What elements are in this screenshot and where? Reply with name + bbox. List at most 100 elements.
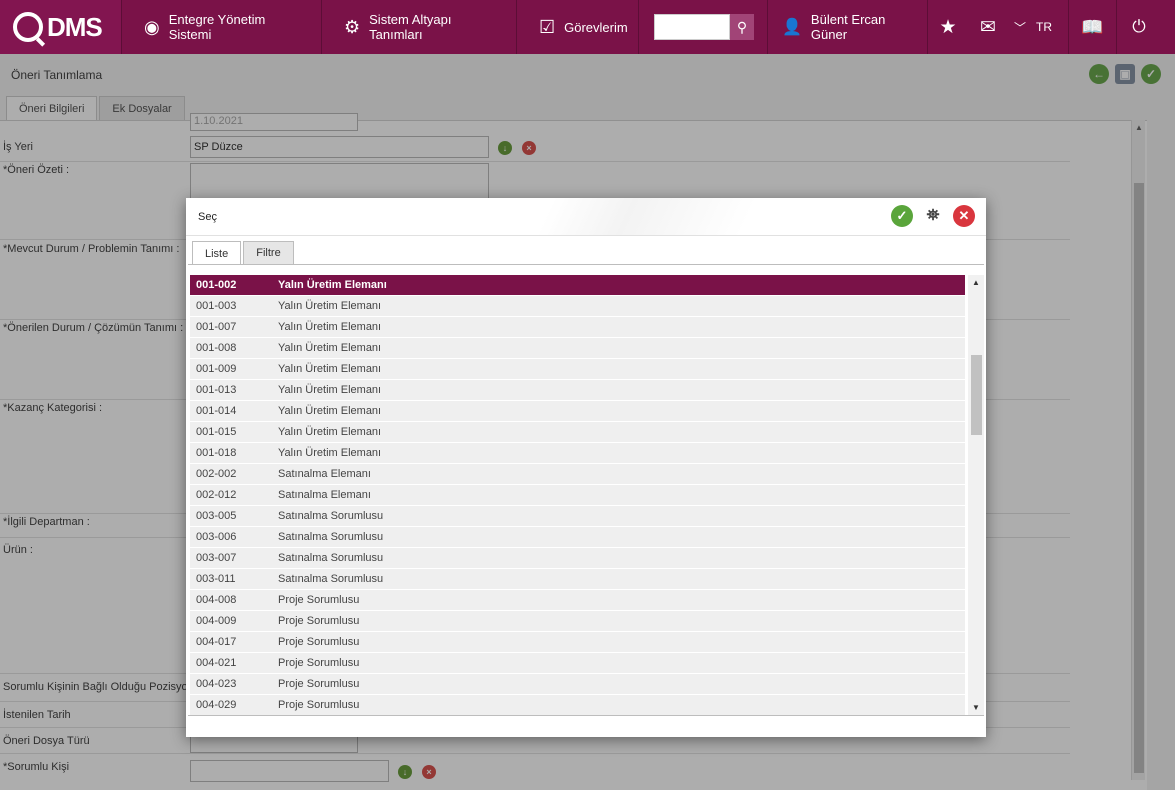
top-navigation-bar: DMS ◉ Entegre Yönetim Sistemi ⚙ Sistem A… xyxy=(0,0,1175,54)
list-row[interactable]: 004-023 Proje Sorumlusu xyxy=(190,674,965,695)
dialog-title: Seç xyxy=(198,210,217,223)
search-box: ⚲ xyxy=(639,0,768,54)
list-row[interactable]: 004-029 Proje Sorumlusu xyxy=(190,695,965,715)
row-name: Yalın Üretim Elemanı xyxy=(278,405,382,417)
list-row[interactable]: 002-002 Satınalma Elemanı xyxy=(190,464,965,485)
list-row[interactable]: 004-021 Proje Sorumlusu xyxy=(190,653,965,674)
logo-text: DMS xyxy=(47,11,103,42)
kazanc-kategorisi-label: *Kazanç Kategorisi : xyxy=(3,402,103,414)
gear-icon: ⚙ xyxy=(344,16,361,37)
page-scrollbar[interactable]: ▲ xyxy=(1131,120,1145,780)
help-book-icon[interactable]: 📖 xyxy=(1068,0,1117,54)
page-tabs: Öneri Bilgileri Ek Dosyalar xyxy=(6,96,185,120)
binoculars-icon[interactable]: ⛯ xyxy=(926,207,940,224)
power-icon[interactable]: ⏻ xyxy=(1132,17,1146,36)
row-name: Yalın Üretim Elemanı xyxy=(278,342,382,354)
row-name: Satınalma Sorumlusu xyxy=(278,573,384,585)
row-code: 002-012 xyxy=(196,489,237,501)
user-menu[interactable]: 👤 Bülent Ercan Güner xyxy=(768,0,928,54)
list-row[interactable]: 001-009 Yalın Üretim Elemanı xyxy=(190,359,965,380)
list-row[interactable]: 003-006 Satınalma Sorumlusu xyxy=(190,527,965,548)
row-code: 003-007 xyxy=(196,552,237,564)
row-name: Yalın Üretim Elemanı xyxy=(278,447,382,459)
tab-ek-dosyalar[interactable]: Ek Dosyalar xyxy=(99,96,185,120)
tab-oneri-bilgileri[interactable]: Öneri Bilgileri xyxy=(6,96,98,120)
confirm-check-icon[interactable]: ✓ xyxy=(891,205,913,227)
close-icon[interactable]: ✕ xyxy=(953,205,975,227)
list-scrollbar[interactable]: ▲ ▼ xyxy=(968,275,984,715)
tab-liste[interactable]: Liste xyxy=(192,241,242,265)
language-selector[interactable]: ﹀ TR xyxy=(1008,0,1068,54)
list-row[interactable]: 003-011 Satınalma Sorumlusu xyxy=(190,569,965,590)
scroll-thumb[interactable] xyxy=(971,355,982,435)
list-row[interactable]: 001-008 Yalın Üretim Elemanı xyxy=(190,338,965,359)
row-code: 001-018 xyxy=(196,447,237,459)
back-arrow-icon[interactable]: ← xyxy=(1089,64,1109,84)
clear-icon[interactable]: × xyxy=(422,765,436,779)
row-name: Yalın Üretim Elemanı xyxy=(278,384,382,396)
list-row[interactable]: 001-007 Yalın Üretim Elemanı xyxy=(190,317,965,338)
is-yeri-field[interactable]: SP Düzce xyxy=(190,136,489,158)
scroll-thumb[interactable] xyxy=(1134,183,1144,773)
row-code: 003-011 xyxy=(196,573,236,585)
scroll-up-arrow-icon[interactable]: ▲ xyxy=(972,278,980,287)
nav-entegre-yonetim[interactable]: ◉ Entegre Yönetim Sistemi xyxy=(122,0,322,54)
star-icon[interactable]: ★ xyxy=(939,16,957,38)
sorumlu-kisi-field[interactable] xyxy=(190,760,389,782)
list-row[interactable]: 001-015 Yalın Üretim Elemanı xyxy=(190,422,965,443)
tab-filtre[interactable]: Filtre xyxy=(243,241,294,264)
row-code: 004-008 xyxy=(196,594,237,606)
istenilen-tarih-label: İstenilen Tarih xyxy=(3,709,71,721)
list-row[interactable]: 003-005 Satınalma Sorumlusu xyxy=(190,506,965,527)
divider xyxy=(0,753,1070,754)
list-row[interactable]: 001-013 Yalın Üretim Elemanı xyxy=(190,380,965,401)
row-name: Satınalma Sorumlusu xyxy=(278,531,384,543)
list-row[interactable]: 002-012 Satınalma Elemanı xyxy=(190,485,965,506)
onerilen-durum-label: *Önerilen Durum / Çözümün Tanımı : xyxy=(3,322,184,334)
row-code: 001-007 xyxy=(196,321,237,333)
select-down-icon[interactable]: ↓ xyxy=(398,765,412,779)
scroll-up-arrow-icon[interactable]: ▲ xyxy=(1135,123,1143,132)
scroll-down-arrow-icon[interactable]: ▼ xyxy=(972,703,980,712)
check-icon[interactable]: ✓ xyxy=(1141,64,1161,84)
row-code: 004-023 xyxy=(196,678,237,690)
row-code: 004-029 xyxy=(196,699,237,711)
oneri-ozeti-label: *Öneri Özeti : xyxy=(3,164,70,176)
mevcut-durum-label: *Mevcut Durum / Problemin Tanımı : xyxy=(3,243,180,255)
row-code: 001-015 xyxy=(196,426,237,438)
nav-sistem-altyapi[interactable]: ⚙ Sistem Altyapı Tanımları xyxy=(322,0,517,54)
row-name: Proje Sorumlusu xyxy=(278,594,360,606)
list-row[interactable]: 001-018 Yalın Üretim Elemanı xyxy=(190,443,965,464)
row-code: 001-003 xyxy=(196,300,237,312)
nav-gorevlerim[interactable]: ☑ Görevlerim xyxy=(517,0,639,54)
row-name: Yalın Üretim Elemanı xyxy=(278,300,382,312)
row-name: Yalın Üretim Elemanı xyxy=(278,363,382,375)
row-code: 004-009 xyxy=(196,615,237,627)
row-name: Satınalma Sorumlusu xyxy=(278,510,384,522)
list-row[interactable]: 001-002 Yalın Üretim Elemanı xyxy=(190,275,965,296)
row-name: Proje Sorumlusu xyxy=(278,615,360,627)
row-code: 001-008 xyxy=(196,342,237,354)
user-icon: 👤 xyxy=(782,19,802,36)
search-input[interactable] xyxy=(654,14,730,40)
clear-icon[interactable]: × xyxy=(522,141,536,155)
row-name: Yalın Üretim Elemanı xyxy=(278,279,387,291)
list-row[interactable]: 001-014 Yalın Üretim Elemanı xyxy=(190,401,965,422)
list-row[interactable]: 003-007 Satınalma Sorumlusu xyxy=(190,548,965,569)
list-row[interactable]: 001-003 Yalın Üretim Elemanı xyxy=(190,296,965,317)
mail-icon[interactable]: ✉ xyxy=(980,16,996,38)
list-row[interactable]: 004-009 Proje Sorumlusu xyxy=(190,611,965,632)
chevron-down-icon: ﹀ xyxy=(1014,20,1027,35)
sorumlu-pozisyon-label: Sorumlu Kişinin Bağlı Olduğu Pozisyon xyxy=(3,681,194,693)
urun-label: Ürün : xyxy=(3,544,33,556)
nav-label: Sistem Altyapı Tanımları xyxy=(369,12,452,42)
list-row[interactable]: 004-017 Proje Sorumlusu xyxy=(190,632,965,653)
dialog-header: Seç ✓ ⛯ ✕ xyxy=(186,198,986,236)
clipboard-check-icon: ☑ xyxy=(539,16,556,37)
list-row[interactable]: 004-008 Proje Sorumlusu xyxy=(190,590,965,611)
date-field[interactable]: 1.10.2021 xyxy=(190,113,358,131)
search-icon[interactable]: ⚲ xyxy=(730,14,754,40)
qdms-logo[interactable]: DMS xyxy=(0,0,122,54)
select-down-icon[interactable]: ↓ xyxy=(498,141,512,155)
save-disk-icon[interactable]: ▣ xyxy=(1115,64,1135,84)
